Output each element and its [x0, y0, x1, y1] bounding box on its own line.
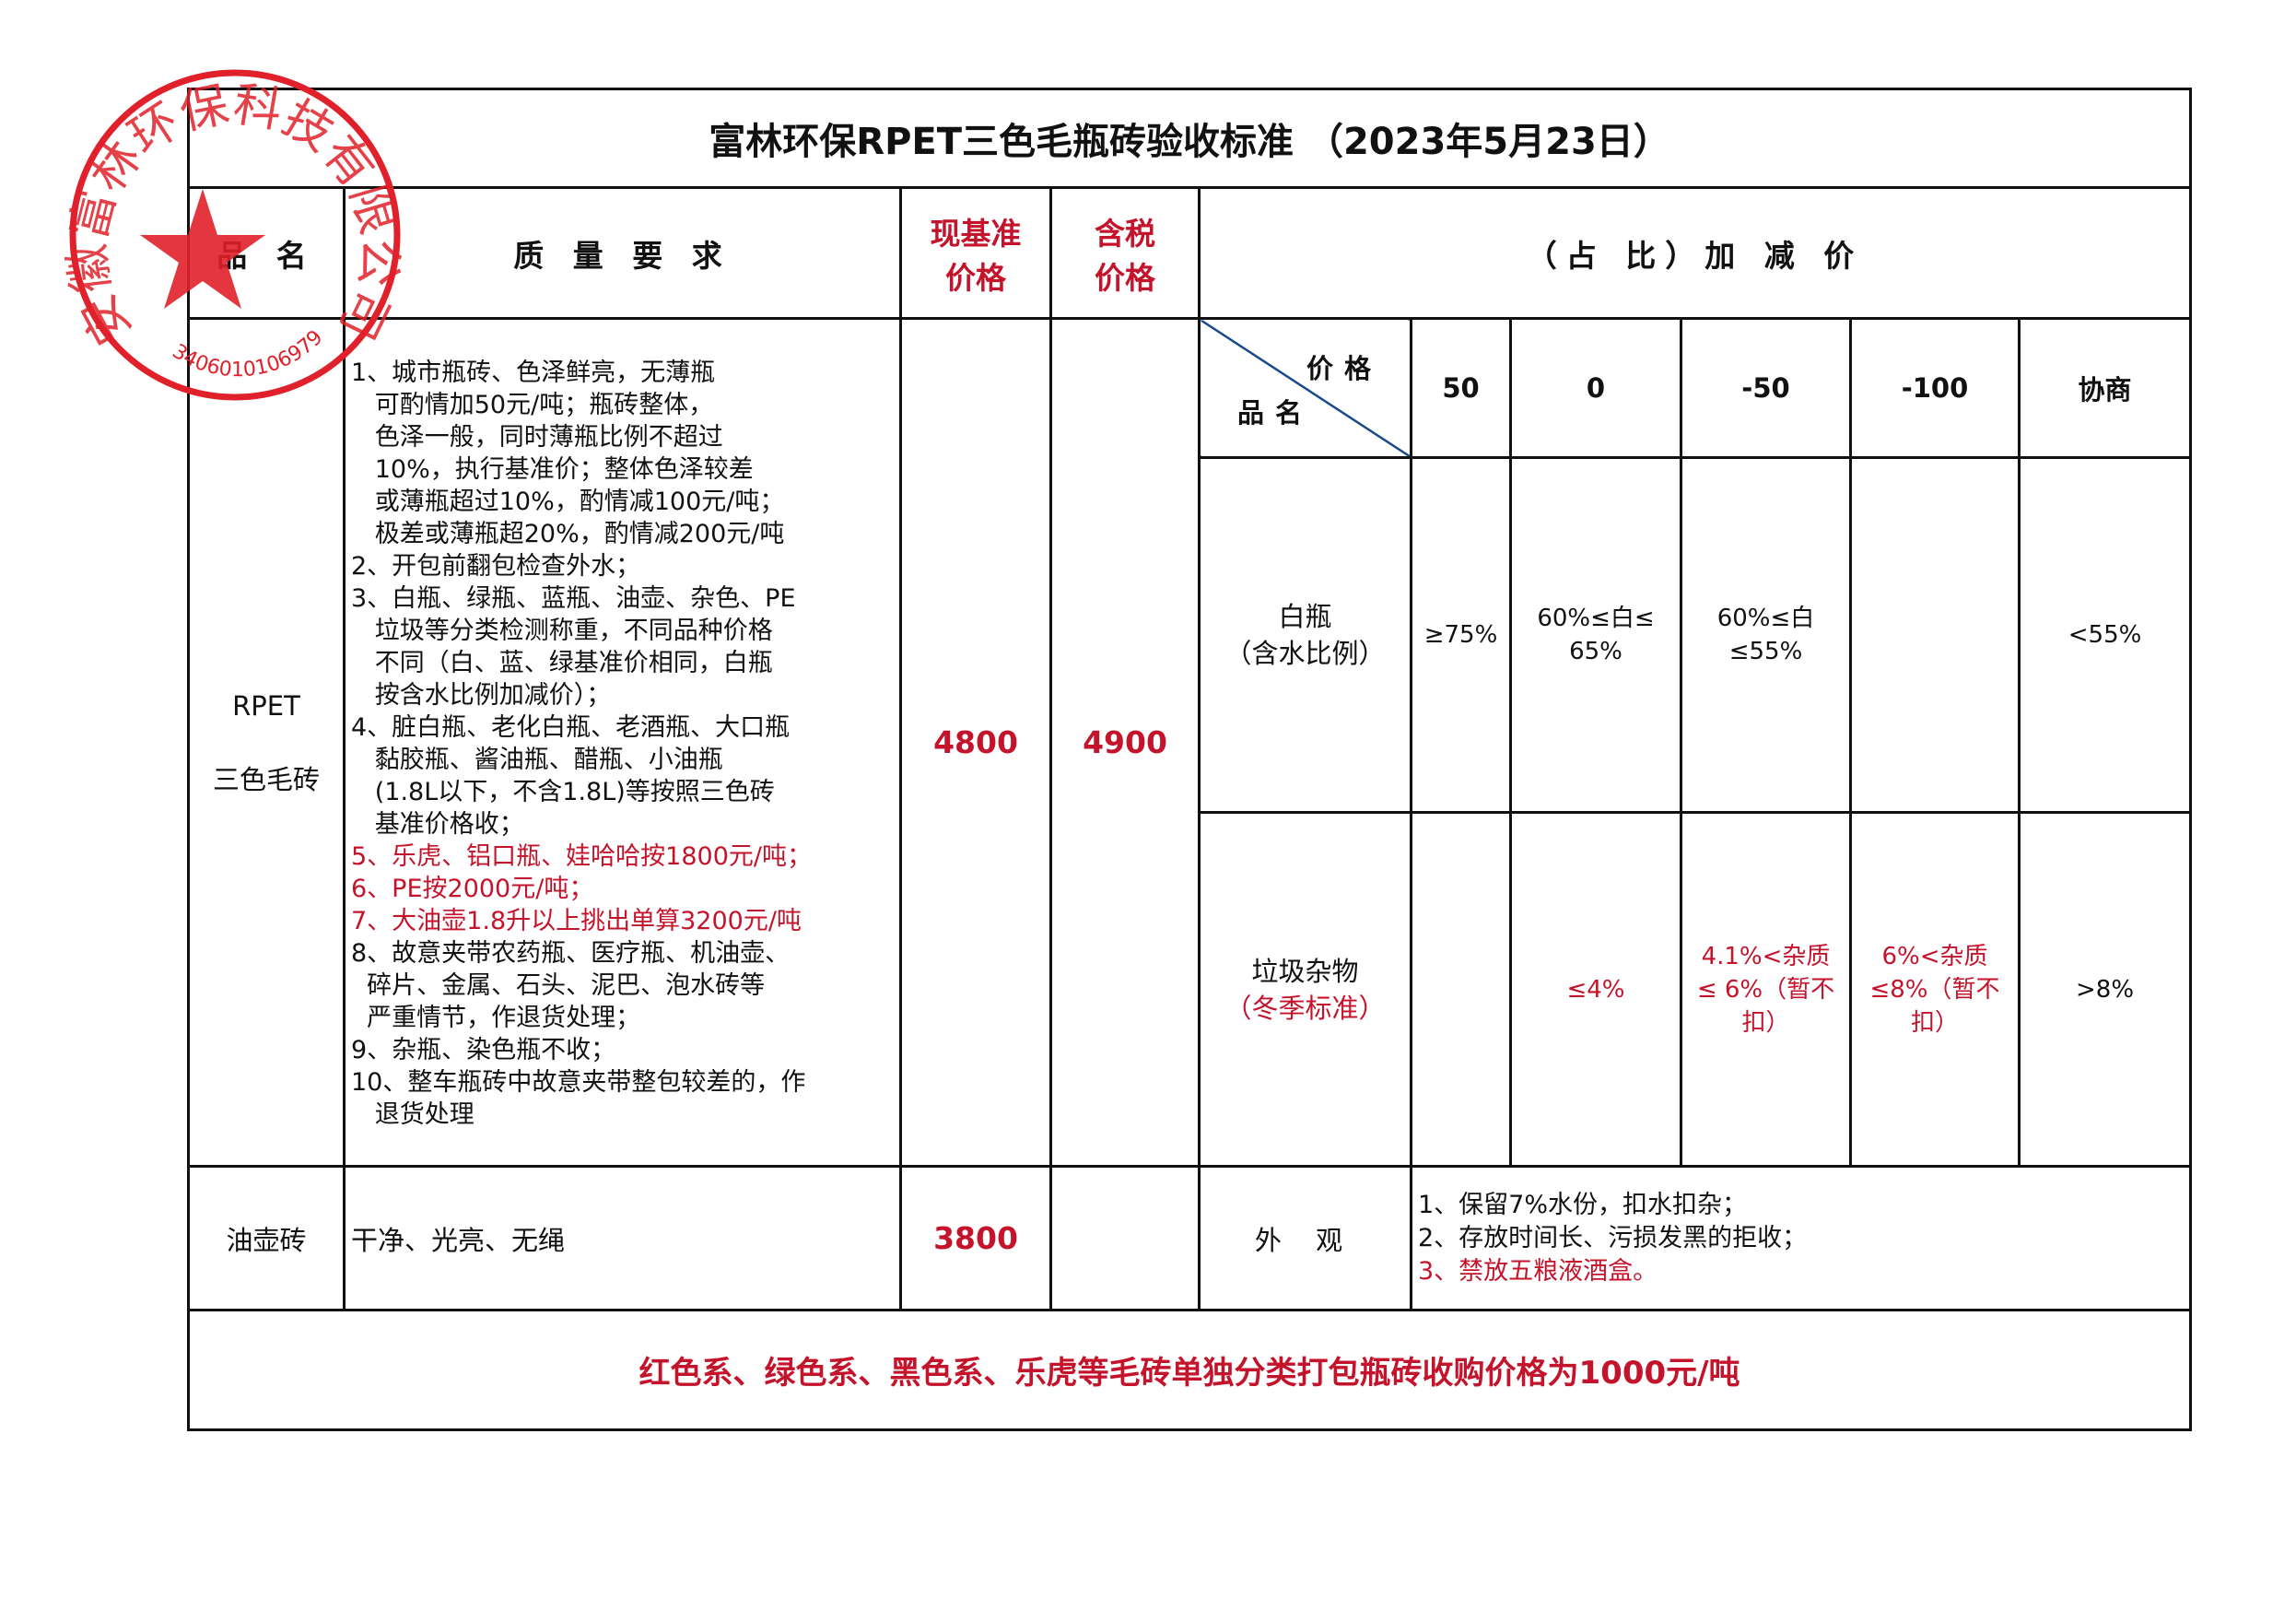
- oil-tax-price: [1049, 1165, 1201, 1311]
- text-line: 8、故意夹带农药瓶、医疗瓶、机油壶、: [351, 939, 791, 968]
- white-cell-0: 60%≤白≤ 65%: [1509, 456, 1682, 814]
- white-cell-negotiate: <55%: [2017, 456, 2193, 814]
- impurity-name: 垃圾杂物 （冬季标准）: [1198, 811, 1412, 1168]
- text-line: 或薄瓶超过10%，酌情减100元/吨；: [351, 488, 785, 516]
- level-negotiate: 协商: [2017, 317, 2193, 459]
- text-line: 碎片、金属、石头、泥巴、泡水砖等: [351, 971, 766, 1000]
- header-base-price: 现基准价格: [899, 186, 1052, 320]
- white-cell-50: ≥75%: [1410, 456, 1512, 814]
- level-minus-50: -50: [1680, 317, 1852, 459]
- text-line: 基准价格收；: [351, 810, 524, 839]
- impurity-cell-minus-100: 6%<杂质≤8%（暂不扣）: [1849, 811, 2021, 1168]
- text-line: 4、脏白瓶、老化白瓶、老酒瓶、大口瓶: [351, 713, 791, 742]
- impurity-name-line1: 垃圾杂物: [1251, 955, 1359, 987]
- impurity-name-line2: （冬季标准）: [1224, 992, 1386, 1024]
- text-line: 1、保留7%水份，扣水扣杂；: [1418, 1190, 1748, 1219]
- oil-base-price: 3800: [899, 1165, 1052, 1311]
- impurity-cell-minus-50: 4.1%<杂质≤ 6%（暂不扣）: [1680, 811, 1852, 1168]
- text-line: 极差或薄瓶超20%，酌情减200元/吨: [351, 520, 785, 548]
- text-line: 2、存放时间长、污损发黑的拒收；: [1418, 1223, 1808, 1252]
- rpet-base-price: 4800: [899, 317, 1052, 1168]
- level-0: 0: [1509, 317, 1682, 459]
- diag-price-label: 价格: [1306, 353, 1382, 384]
- impurity-cell-50: [1410, 811, 1512, 1168]
- rpet-name: RPET 三色毛砖: [187, 317, 346, 1168]
- impurity-cell-0: ≤4%: [1509, 811, 1682, 1168]
- text-line: 垃圾等分类检测称重，不同品种价格: [351, 617, 773, 645]
- oil-name: 油壶砖: [187, 1165, 346, 1311]
- rpet-tax-price: 4900: [1049, 317, 1201, 1168]
- text-line: 9、杂瓶、染色瓶不收；: [351, 1036, 616, 1064]
- white-cell-minus-50: 60%≤白≤55%: [1680, 456, 1852, 814]
- text-line: 7、大油壶1.8升以上挑出单算3200元/吨: [351, 907, 802, 935]
- text-line: 1、城市瓶砖、色泽鲜亮，无薄瓶: [351, 358, 716, 387]
- diag-name-label: 品名: [1237, 397, 1314, 429]
- header-quality: 质 量 要 求: [343, 186, 902, 320]
- appearance-label: 外 观: [1198, 1165, 1412, 1311]
- rpet-name-line1: RPET: [232, 689, 300, 722]
- footer-note: 红色系、绿色系、黑色系、乐虎等毛砖单独分类打包瓶砖收购价格为1000元/吨: [186, 1309, 2193, 1431]
- oil-quality: 干净、光亮、无绳: [343, 1165, 902, 1311]
- white-bottle-name-line1: 白瓶: [1278, 601, 1332, 632]
- impurity-cell-negotiate: >8%: [2017, 811, 2193, 1168]
- appearance-rules: 1、保留7%水份，扣水扣杂； 2、存放时间长、污损发黑的拒收； 3、禁放五粮液酒盒。: [1409, 1165, 2193, 1311]
- rpet-name-line2: 三色毛砖: [212, 763, 320, 795]
- text-line: 不同（白、蓝、绿基准价相同，白瓶: [351, 649, 773, 677]
- text-line: 5、乐虎、铝口瓶、娃哈哈按1800元/吨；: [351, 842, 812, 871]
- text-line: (1.8L以下，不含1.8L)等按照三色砖: [351, 778, 775, 806]
- level-50: 50: [1410, 317, 1512, 459]
- level-minus-100: -100: [1849, 317, 2021, 459]
- text-line: 10%，执行基准价；整体色泽较差: [351, 455, 754, 484]
- text-line: 黏胶瓶、酱油瓶、醋瓶、小油瓶: [351, 746, 723, 774]
- document-title: 富林环保RPET三色毛瓶砖验收标准 （2023年5月23日）: [186, 88, 2193, 189]
- text-line: 10、整车瓶砖中故意夹带整包较差的，作: [351, 1068, 806, 1097]
- text-line: 严重情节，作退货处理；: [351, 1004, 641, 1032]
- white-cell-minus-100: [1849, 456, 2021, 814]
- rpet-quality-requirements: 1、城市瓶砖、色泽鲜亮，无薄瓶 可酌情加50元/吨；瓶砖整体， 色泽一般，同时薄…: [343, 317, 902, 1168]
- acceptance-standard-table: 富林环保RPET三色毛瓶砖验收标准 （2023年5月23日） 品 名 质 量 要…: [186, 88, 2193, 1431]
- white-bottle-name-line2: （含水比例）: [1224, 638, 1386, 669]
- text-line: 色泽一般，同时薄瓶比例不超过: [351, 423, 723, 452]
- white-bottle-name: 白瓶 （含水比例）: [1198, 456, 1412, 814]
- text-line: 6、PE按2000元/吨；: [351, 875, 594, 903]
- text-line: 3、禁放五粮液酒盒。: [1418, 1256, 1658, 1286]
- text-line: 3、白瓶、绿瓶、蓝瓶、油壶、杂色、PE: [351, 584, 796, 613]
- header-adjust: （占 比）加 减 价: [1197, 186, 2193, 320]
- header-tax-price: 含税价格: [1049, 186, 1201, 320]
- text-line: 退货处理: [351, 1100, 474, 1129]
- text-line: 2、开包前翻包检查外水；: [351, 552, 641, 581]
- diagonal-header-cell: 价格 品名: [1198, 317, 1412, 459]
- text-line: 按含水比例加减价）；: [351, 681, 612, 710]
- text-line: 可酌情加50元/吨；瓶砖整体，: [351, 391, 714, 419]
- header-product-name: 品 名: [187, 186, 346, 320]
